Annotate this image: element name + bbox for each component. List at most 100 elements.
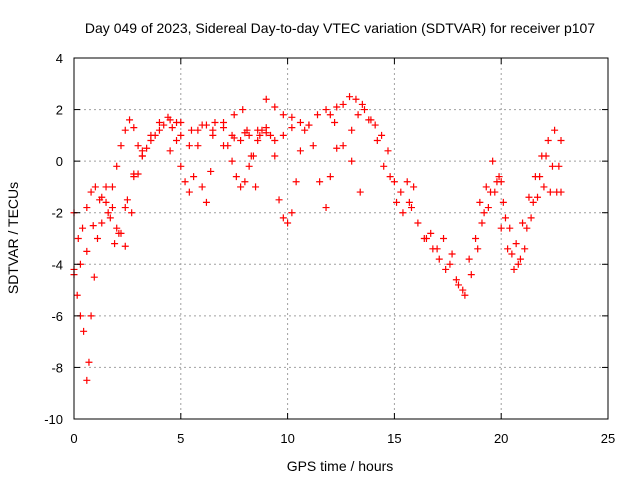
data-point <box>487 188 495 196</box>
data-point <box>316 178 324 186</box>
data-point <box>115 229 123 237</box>
data-point <box>339 142 347 150</box>
data-point <box>80 327 88 335</box>
data-point <box>155 126 163 134</box>
series-sat-m <box>476 157 565 268</box>
data-point <box>448 250 456 258</box>
data-point <box>484 204 492 212</box>
data-point <box>354 111 362 119</box>
data-point <box>493 178 501 186</box>
data-point <box>194 142 202 150</box>
data-point <box>373 137 381 145</box>
data-point <box>207 167 215 175</box>
data-point <box>155 118 163 126</box>
data-point <box>202 121 210 129</box>
data-point <box>102 198 110 206</box>
y-tick-label: -2 <box>51 206 63 221</box>
data-point <box>123 196 131 204</box>
x-tick-label: 15 <box>387 431 401 446</box>
data-point <box>113 162 121 170</box>
data-point <box>243 126 251 134</box>
data-point <box>160 121 168 129</box>
data-point <box>126 116 134 124</box>
y-tick-label: 4 <box>56 51 63 66</box>
data-point <box>380 162 388 170</box>
data-point <box>121 204 129 212</box>
data-point <box>267 131 275 139</box>
data-point <box>134 142 142 150</box>
data-point <box>422 235 430 242</box>
series-sat-h <box>267 121 341 227</box>
data-point <box>284 219 292 227</box>
data-point <box>106 214 114 222</box>
y-tick-label: -4 <box>51 257 63 272</box>
data-point <box>130 124 138 132</box>
data-point <box>237 137 245 145</box>
x-axis-title: GPS time / hours <box>287 458 394 474</box>
data-point <box>198 183 206 191</box>
data-point <box>83 204 91 212</box>
series-sat-c <box>70 118 296 273</box>
data-point <box>544 137 552 145</box>
data-point <box>177 162 185 170</box>
series-sat-j <box>348 106 413 217</box>
grid-lines <box>74 58 608 419</box>
data-point <box>83 247 91 255</box>
data-point <box>296 147 304 155</box>
data-point <box>378 131 386 139</box>
data-point <box>151 131 159 139</box>
data-point <box>446 260 454 268</box>
y-tick-label: -10 <box>44 412 63 427</box>
data-point <box>512 240 520 248</box>
data-point <box>279 214 287 222</box>
data-point <box>551 126 559 134</box>
data-point <box>525 193 533 201</box>
data-point <box>79 224 87 232</box>
data-point <box>482 183 490 191</box>
data-point <box>128 209 136 217</box>
data-point <box>117 142 125 150</box>
axis-ticks <box>73 57 609 420</box>
data-point <box>339 100 347 108</box>
data-point <box>499 198 507 206</box>
data-point <box>228 131 236 139</box>
series-sat-i <box>326 93 418 196</box>
data-point <box>104 209 112 217</box>
series-sat-n <box>497 152 563 273</box>
x-tick-label: 0 <box>70 431 77 446</box>
data-point <box>241 178 249 186</box>
plot-frame <box>73 57 609 420</box>
data-point <box>256 131 264 139</box>
data-point <box>262 95 270 103</box>
data-point <box>521 245 529 253</box>
data-point <box>87 188 95 196</box>
x-tick-label: 25 <box>601 431 615 446</box>
data-point <box>405 198 413 206</box>
y-tick-labels: -10 -8 -6 -4 -2 0 2 4 <box>44 51 63 427</box>
data-point <box>480 209 488 217</box>
data-point <box>185 188 193 196</box>
data-point <box>397 188 405 196</box>
data-point <box>472 235 480 242</box>
data-point <box>386 173 394 181</box>
data-point <box>121 242 129 250</box>
data-point <box>478 219 486 227</box>
data-point <box>474 245 482 253</box>
series-sat-l <box>422 126 565 299</box>
data-point <box>440 235 448 242</box>
data-point <box>305 121 313 129</box>
data-point <box>429 245 437 253</box>
data-point <box>173 118 181 126</box>
y-tick-label: -8 <box>51 360 63 375</box>
data-point <box>98 219 106 227</box>
data-point <box>224 142 232 150</box>
data-point <box>465 255 473 263</box>
data-point <box>504 245 512 253</box>
data-point <box>514 260 522 268</box>
data-point <box>360 106 368 114</box>
data-point <box>427 229 435 237</box>
data-point <box>134 170 142 178</box>
chart-title: Day 049 of 2023, Sidereal Day-to-day VTE… <box>85 20 595 36</box>
data-point <box>529 198 537 206</box>
data-point <box>279 131 287 139</box>
